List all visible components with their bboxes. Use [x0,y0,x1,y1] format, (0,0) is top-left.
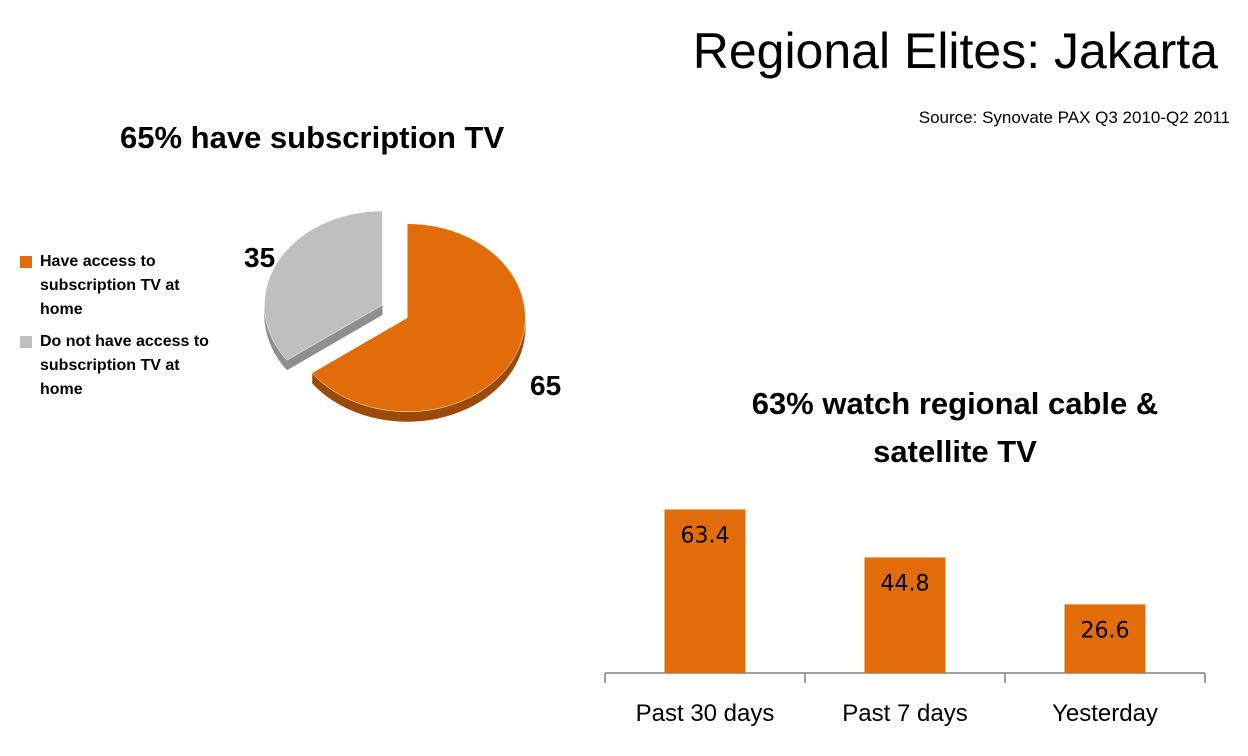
pie-chart-title: 65% have subscription TV [120,120,505,155]
source-note: Source: Synovate PAX Q3 2010-Q2 2011 [918,108,1230,127]
pie-chart: 65 35 [244,210,561,422]
pie-slice-no-access [264,210,383,371]
bar-data-label: 26.6 [1081,618,1130,643]
legend-label-have-access: Have access to subscription TV at home [40,253,180,318]
legend-item-no-access: Do not have access to subscription TV at… [20,330,220,402]
legend-label-no-access: Do not have access to subscription TV at… [40,333,209,398]
pie-label-have-access: 65 [530,370,561,401]
bar-past-30-days [664,509,746,673]
pie-legend: Have access to subscription TV at home D… [20,250,220,410]
legend-swatch-grey [20,336,32,348]
bar-data-label: 44.8 [881,571,930,596]
x-tick-label: Past 7 days [842,700,967,727]
pie-slice-have-access [311,223,526,422]
bar-chart: 63.4 Past 30 days 44.8 Past 7 days 26.6 Yeste… [604,509,1206,727]
x-tick-label: Yesterday [1052,700,1158,727]
bar-yesterday [1064,604,1146,673]
slide-title: Regional Elites: Jakarta [692,23,1218,79]
bar-chart-title: 63% watch regional cable & satellite TV [751,386,1159,469]
x-tick-label: Past 30 days [636,700,775,727]
bar-past-7-days [864,557,946,673]
pie-label-no-access: 35 [244,242,275,273]
legend-swatch-orange [20,256,32,268]
legend-item-have-access: Have access to subscription TV at home [20,250,220,322]
bar-data-label: 63.4 [681,523,730,548]
